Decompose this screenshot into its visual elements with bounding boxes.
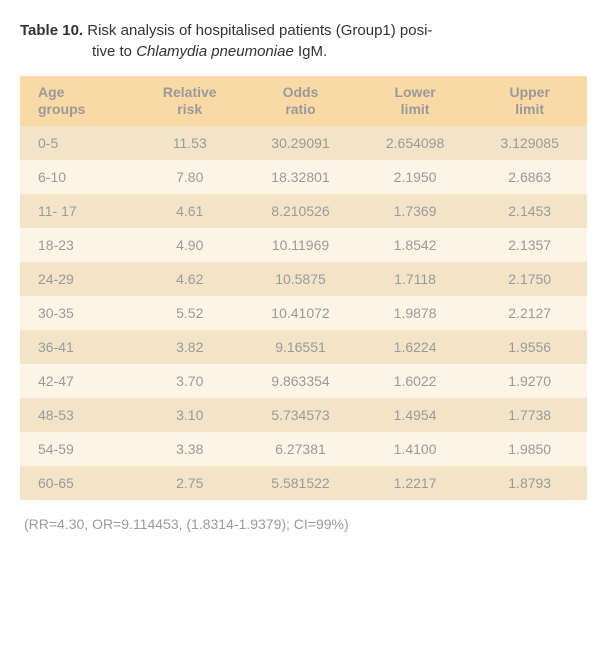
table-cell: 3.82 <box>136 330 243 364</box>
table-cell: 3.70 <box>136 364 243 398</box>
col-header: Relativerisk <box>136 76 243 126</box>
table-cell: 4.61 <box>136 194 243 228</box>
table-cell: 11.53 <box>136 126 243 160</box>
table-cell: 1.9850 <box>472 432 587 466</box>
table-cell: 1.9270 <box>472 364 587 398</box>
table-cell: 11- 17 <box>20 194 136 228</box>
table-number: Table 10. <box>20 22 83 39</box>
table-cell: 3.10 <box>136 398 243 432</box>
table-cell: 2.1357 <box>472 228 587 262</box>
caption-text-line2a: tive to <box>92 43 136 60</box>
table-cell: 2.1453 <box>472 194 587 228</box>
table-row: 42-473.709.8633541.60221.9270 <box>20 364 587 398</box>
table-cell: 10.41072 <box>243 296 358 330</box>
col-header: Lowerlimit <box>358 76 473 126</box>
risk-analysis-table: AgegroupsRelativeriskOddsratioLowerlimit… <box>20 76 587 500</box>
table-cell: 6.27381 <box>243 432 358 466</box>
table-cell: 48-53 <box>20 398 136 432</box>
table-cell: 2.6863 <box>472 160 587 194</box>
table-cell: 1.7738 <box>472 398 587 432</box>
table-cell: 4.90 <box>136 228 243 262</box>
table-row: 6-107.8018.328012.19502.6863 <box>20 160 587 194</box>
caption-italic: Chlamydia pneumoniae <box>136 43 294 60</box>
table-row: 36-413.829.165511.62241.9556 <box>20 330 587 364</box>
table-cell: 2.1950 <box>358 160 473 194</box>
table-cell: 1.8542 <box>358 228 473 262</box>
table-cell: 7.80 <box>136 160 243 194</box>
table-cell: 1.7369 <box>358 194 473 228</box>
caption-text-line2b: IgM. <box>294 43 327 60</box>
table-cell: 1.8793 <box>472 466 587 500</box>
table-row: 24-294.6210.58751.71182.1750 <box>20 262 587 296</box>
table-cell: 5.52 <box>136 296 243 330</box>
table-row: 18-234.9010.119691.85422.1357 <box>20 228 587 262</box>
table-row: 48-533.105.7345731.49541.7738 <box>20 398 587 432</box>
table-row: 30-355.5210.410721.98782.2127 <box>20 296 587 330</box>
table-cell: 5.581522 <box>243 466 358 500</box>
table-cell: 2.654098 <box>358 126 473 160</box>
table-cell: 5.734573 <box>243 398 358 432</box>
table-cell: 54-59 <box>20 432 136 466</box>
table-cell: 30-35 <box>20 296 136 330</box>
table-cell: 1.6224 <box>358 330 473 364</box>
table-cell: 2.75 <box>136 466 243 500</box>
table-cell: 1.4100 <box>358 432 473 466</box>
table-cell: 8.210526 <box>243 194 358 228</box>
table-cell: 1.7118 <box>358 262 473 296</box>
table-cell: 1.2217 <box>358 466 473 500</box>
table-caption: Table 10. Risk analysis of hospitalised … <box>20 20 587 62</box>
table-cell: 2.2127 <box>472 296 587 330</box>
table-cell: 24-29 <box>20 262 136 296</box>
table-cell: 4.62 <box>136 262 243 296</box>
table-cell: 6-10 <box>20 160 136 194</box>
table-cell: 18.32801 <box>243 160 358 194</box>
table-row: 0-511.5330.290912.6540983.129085 <box>20 126 587 160</box>
table-row: 60-652.755.5815221.22171.8793 <box>20 466 587 500</box>
table-cell: 18-23 <box>20 228 136 262</box>
table-cell: 10.11969 <box>243 228 358 262</box>
table-cell: 30.29091 <box>243 126 358 160</box>
table-cell: 9.16551 <box>243 330 358 364</box>
table-cell: 42-47 <box>20 364 136 398</box>
table-cell: 36-41 <box>20 330 136 364</box>
col-header: Oddsratio <box>243 76 358 126</box>
caption-text-line1: Risk analysis of hospitalised patients (… <box>87 22 432 39</box>
table-cell: 1.9878 <box>358 296 473 330</box>
table-cell: 2.1750 <box>472 262 587 296</box>
col-header: Agegroups <box>20 76 136 126</box>
table-cell: 60-65 <box>20 466 136 500</box>
table-header-row: AgegroupsRelativeriskOddsratioLowerlimit… <box>20 76 587 126</box>
table-footnote: (RR=4.30, OR=9.114453, (1.8314-1.9379); … <box>20 516 587 532</box>
table-cell: 9.863354 <box>243 364 358 398</box>
table-cell: 1.6022 <box>358 364 473 398</box>
table-cell: 10.5875 <box>243 262 358 296</box>
table-cell: 1.9556 <box>472 330 587 364</box>
col-header: Upperlimit <box>472 76 587 126</box>
table-row: 54-593.386.273811.41001.9850 <box>20 432 587 466</box>
table-cell: 3.38 <box>136 432 243 466</box>
table-cell: 3.129085 <box>472 126 587 160</box>
table-cell: 1.4954 <box>358 398 473 432</box>
table-row: 11- 174.618.2105261.73692.1453 <box>20 194 587 228</box>
table-cell: 0-5 <box>20 126 136 160</box>
